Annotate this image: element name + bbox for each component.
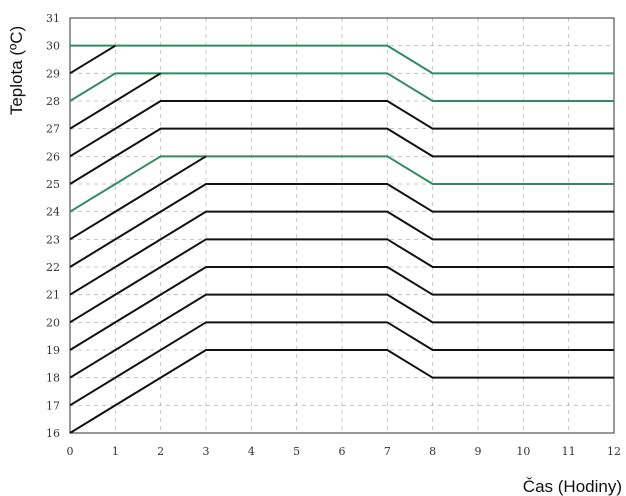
x-tick-label: 6 <box>339 445 346 458</box>
y-tick-label: 28 <box>46 95 60 108</box>
series-line-11 <box>69 238 614 324</box>
series-line-1 <box>70 44 614 75</box>
x-tick-label: 5 <box>293 445 300 458</box>
x-tick-label: 1 <box>112 445 119 458</box>
grid <box>69 17 615 434</box>
series-line-14 <box>69 321 614 407</box>
y-tick-label: 22 <box>46 261 60 274</box>
x-tick-labels: 0 1 2 3 4 5 6 7 8 9 10 11 12 <box>67 445 622 458</box>
x-tick-label: 9 <box>475 445 482 458</box>
series-line-8 <box>69 155 207 241</box>
y-tick-label: 21 <box>46 289 60 302</box>
x-tick-label: 7 <box>384 445 391 458</box>
x-tick-label: 12 <box>607 445 621 458</box>
x-tick-label: 4 <box>248 445 255 458</box>
y-tick-label: 19 <box>46 344 60 357</box>
y-axis-title: Teplota (ºC) <box>7 26 26 115</box>
y-tick-label: 18 <box>46 372 60 385</box>
series-line-3 <box>69 72 614 102</box>
y-tick-label: 23 <box>46 233 60 246</box>
series-line-15 <box>69 349 614 434</box>
x-tick-label: 0 <box>67 445 74 458</box>
y-tick-label: 31 <box>46 12 60 25</box>
series-layer <box>69 44 614 434</box>
series-line-7 <box>69 155 614 213</box>
series-line-13 <box>69 293 614 379</box>
y-tick-label: 27 <box>46 123 60 136</box>
y-tick-label: 20 <box>46 316 60 329</box>
y-tick-label: 29 <box>46 67 60 80</box>
y-tick-label: 25 <box>46 178 60 191</box>
series-line-12 <box>69 266 614 351</box>
plot-frame <box>69 17 615 434</box>
series-line-6 <box>69 127 614 185</box>
x-tick-label: 11 <box>562 445 576 458</box>
series-line-10 <box>69 210 614 296</box>
y-tick-label: 16 <box>46 427 60 440</box>
x-tick-label: 2 <box>157 445 164 458</box>
x-tick-label: 8 <box>429 445 436 458</box>
series-line-9 <box>69 183 614 268</box>
y-tick-labels: 16 17 18 19 20 21 22 23 24 25 26 27 28 29 30 31 <box>46 12 60 440</box>
series-line-2 <box>69 44 116 75</box>
series-line-4 <box>69 72 162 130</box>
y-tick-label: 30 <box>46 40 60 53</box>
x-tick-label: 3 <box>203 445 210 458</box>
y-tick-label: 17 <box>46 399 60 412</box>
y-tick-label: 24 <box>46 206 60 219</box>
x-tick-label: 10 <box>516 445 530 458</box>
x-axis-title: Čas (Hodiny) <box>523 477 622 496</box>
y-tick-label: 26 <box>46 150 60 163</box>
series-line-5 <box>69 100 614 158</box>
